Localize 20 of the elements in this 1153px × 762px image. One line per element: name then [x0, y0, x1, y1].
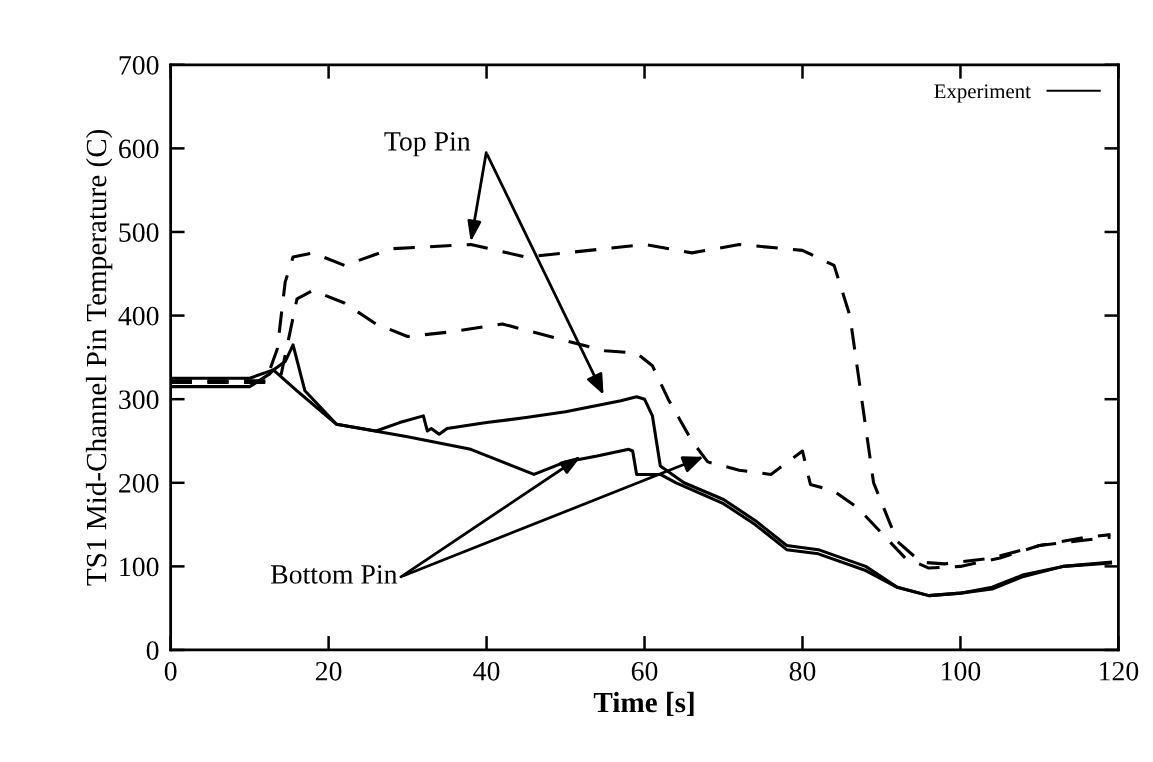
legend-label: Experiment	[934, 84, 1031, 103]
y-tick-label: 300	[119, 390, 159, 410]
y-tick-label: 600	[119, 139, 159, 159]
x-tick-label: 100	[942, 661, 981, 681]
y-tick-label: 700	[119, 55, 159, 75]
y-tick-label: 200	[119, 473, 159, 493]
y-axis-title: TS1 Mid-Channel Pin Temperature (C)	[85, 129, 113, 586]
x-axis-title: Time [s]	[593, 691, 694, 716]
x-tick-label: 0	[164, 661, 177, 681]
annotation: Bottom Pin	[270, 565, 398, 584]
x-tick-label: 20	[315, 661, 342, 681]
y-tick-label: 100	[120, 557, 159, 577]
y-tick-label: 0	[146, 641, 159, 660]
x-tick-label: 80	[789, 661, 816, 681]
x-tick-label: 60	[631, 661, 658, 681]
annotation: Top Pin	[384, 132, 471, 157]
x-tick-label: 120	[1100, 661, 1139, 681]
y-tick-label: 500	[119, 223, 159, 242]
y-tick-label: 400	[118, 306, 159, 326]
x-tick-label: 40	[473, 661, 500, 681]
